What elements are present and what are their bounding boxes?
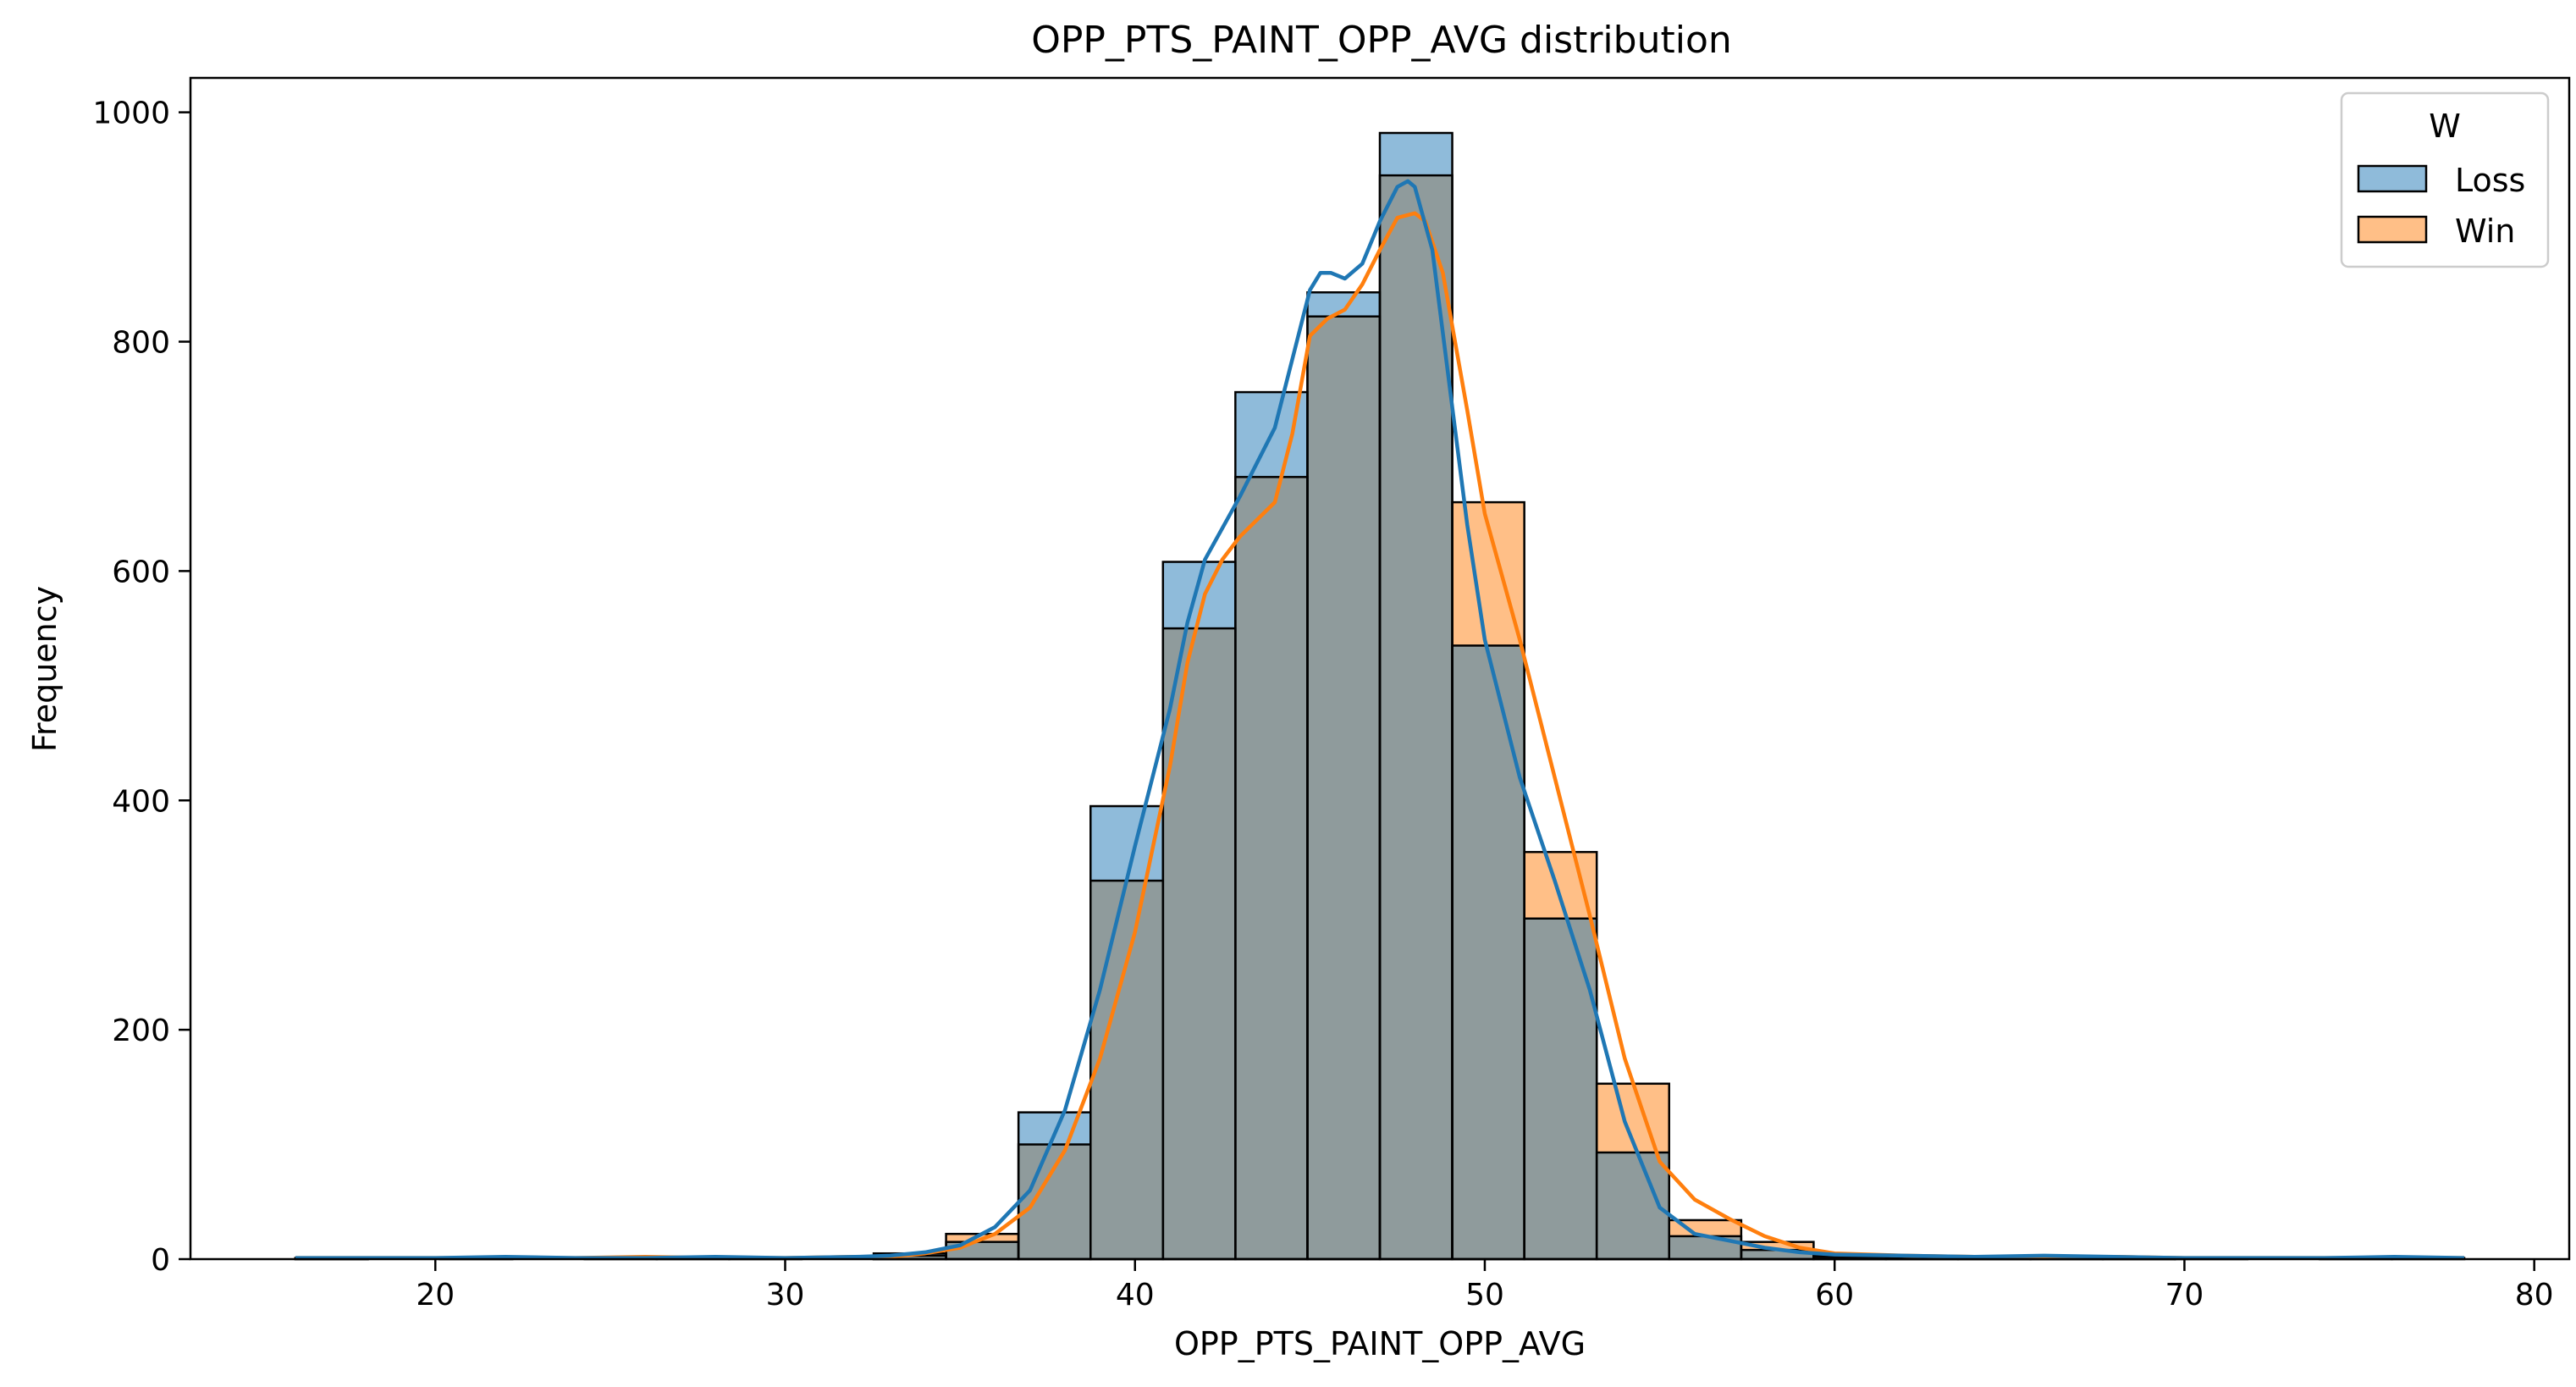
x-tick-label: 40	[1116, 1278, 1155, 1312]
overlap-bar	[874, 1255, 946, 1259]
x-tick-label: 50	[1465, 1278, 1504, 1312]
y-tick-label: 1000	[92, 97, 170, 131]
overlap-bar	[1307, 316, 1380, 1259]
legend-label-loss: Loss	[2455, 162, 2525, 199]
overlap-bar	[1452, 645, 1525, 1259]
x-tick-label: 70	[2165, 1278, 2204, 1312]
overlap-bar	[1018, 1144, 1091, 1259]
y-tick-label: 800	[112, 326, 170, 361]
x-axis-label: OPP_PTS_PAINT_OPP_AVG	[1174, 1325, 1586, 1362]
overlap-bars	[295, 175, 2176, 1260]
y-axis-ticks: 0 200 400 600 800 1000	[92, 97, 190, 1278]
overlap-bar	[1162, 628, 1236, 1259]
legend: W Loss Win	[2340, 91, 2550, 268]
overlap-bar	[1090, 881, 1163, 1259]
x-tick-label: 80	[2515, 1278, 2554, 1312]
x-tick-label: 30	[766, 1278, 805, 1312]
overlap-bar	[1235, 477, 1308, 1259]
y-tick-label: 200	[112, 1014, 170, 1048]
x-axis-ticks: 20 30 40 50 60 70 80	[416, 1259, 2554, 1312]
overlap-bar	[1524, 918, 1597, 1259]
y-tick-label: 400	[112, 784, 170, 819]
plot-frame	[189, 76, 2571, 1261]
y-tick-label: 0	[151, 1243, 170, 1278]
x-tick-label: 60	[1815, 1278, 1854, 1312]
overlap-bar	[1380, 175, 1453, 1260]
chart-title: OPP_PTS_PAINT_OPP_AVG distribution	[1031, 19, 1732, 62]
kde-lines	[295, 179, 2465, 1260]
legend-label-win: Win	[2455, 213, 2515, 250]
legend-swatch-loss	[2357, 164, 2428, 193]
legend-title: W	[2429, 108, 2461, 145]
overlap-bar	[1740, 1250, 1814, 1259]
kde-line-loss	[295, 179, 2465, 1260]
y-axis-label: Frequency	[26, 586, 63, 752]
y-tick-label: 600	[112, 555, 170, 589]
x-tick-label: 20	[416, 1278, 455, 1312]
overlap-bar	[1813, 1257, 1886, 1259]
legend-swatch-win	[2357, 215, 2428, 244]
